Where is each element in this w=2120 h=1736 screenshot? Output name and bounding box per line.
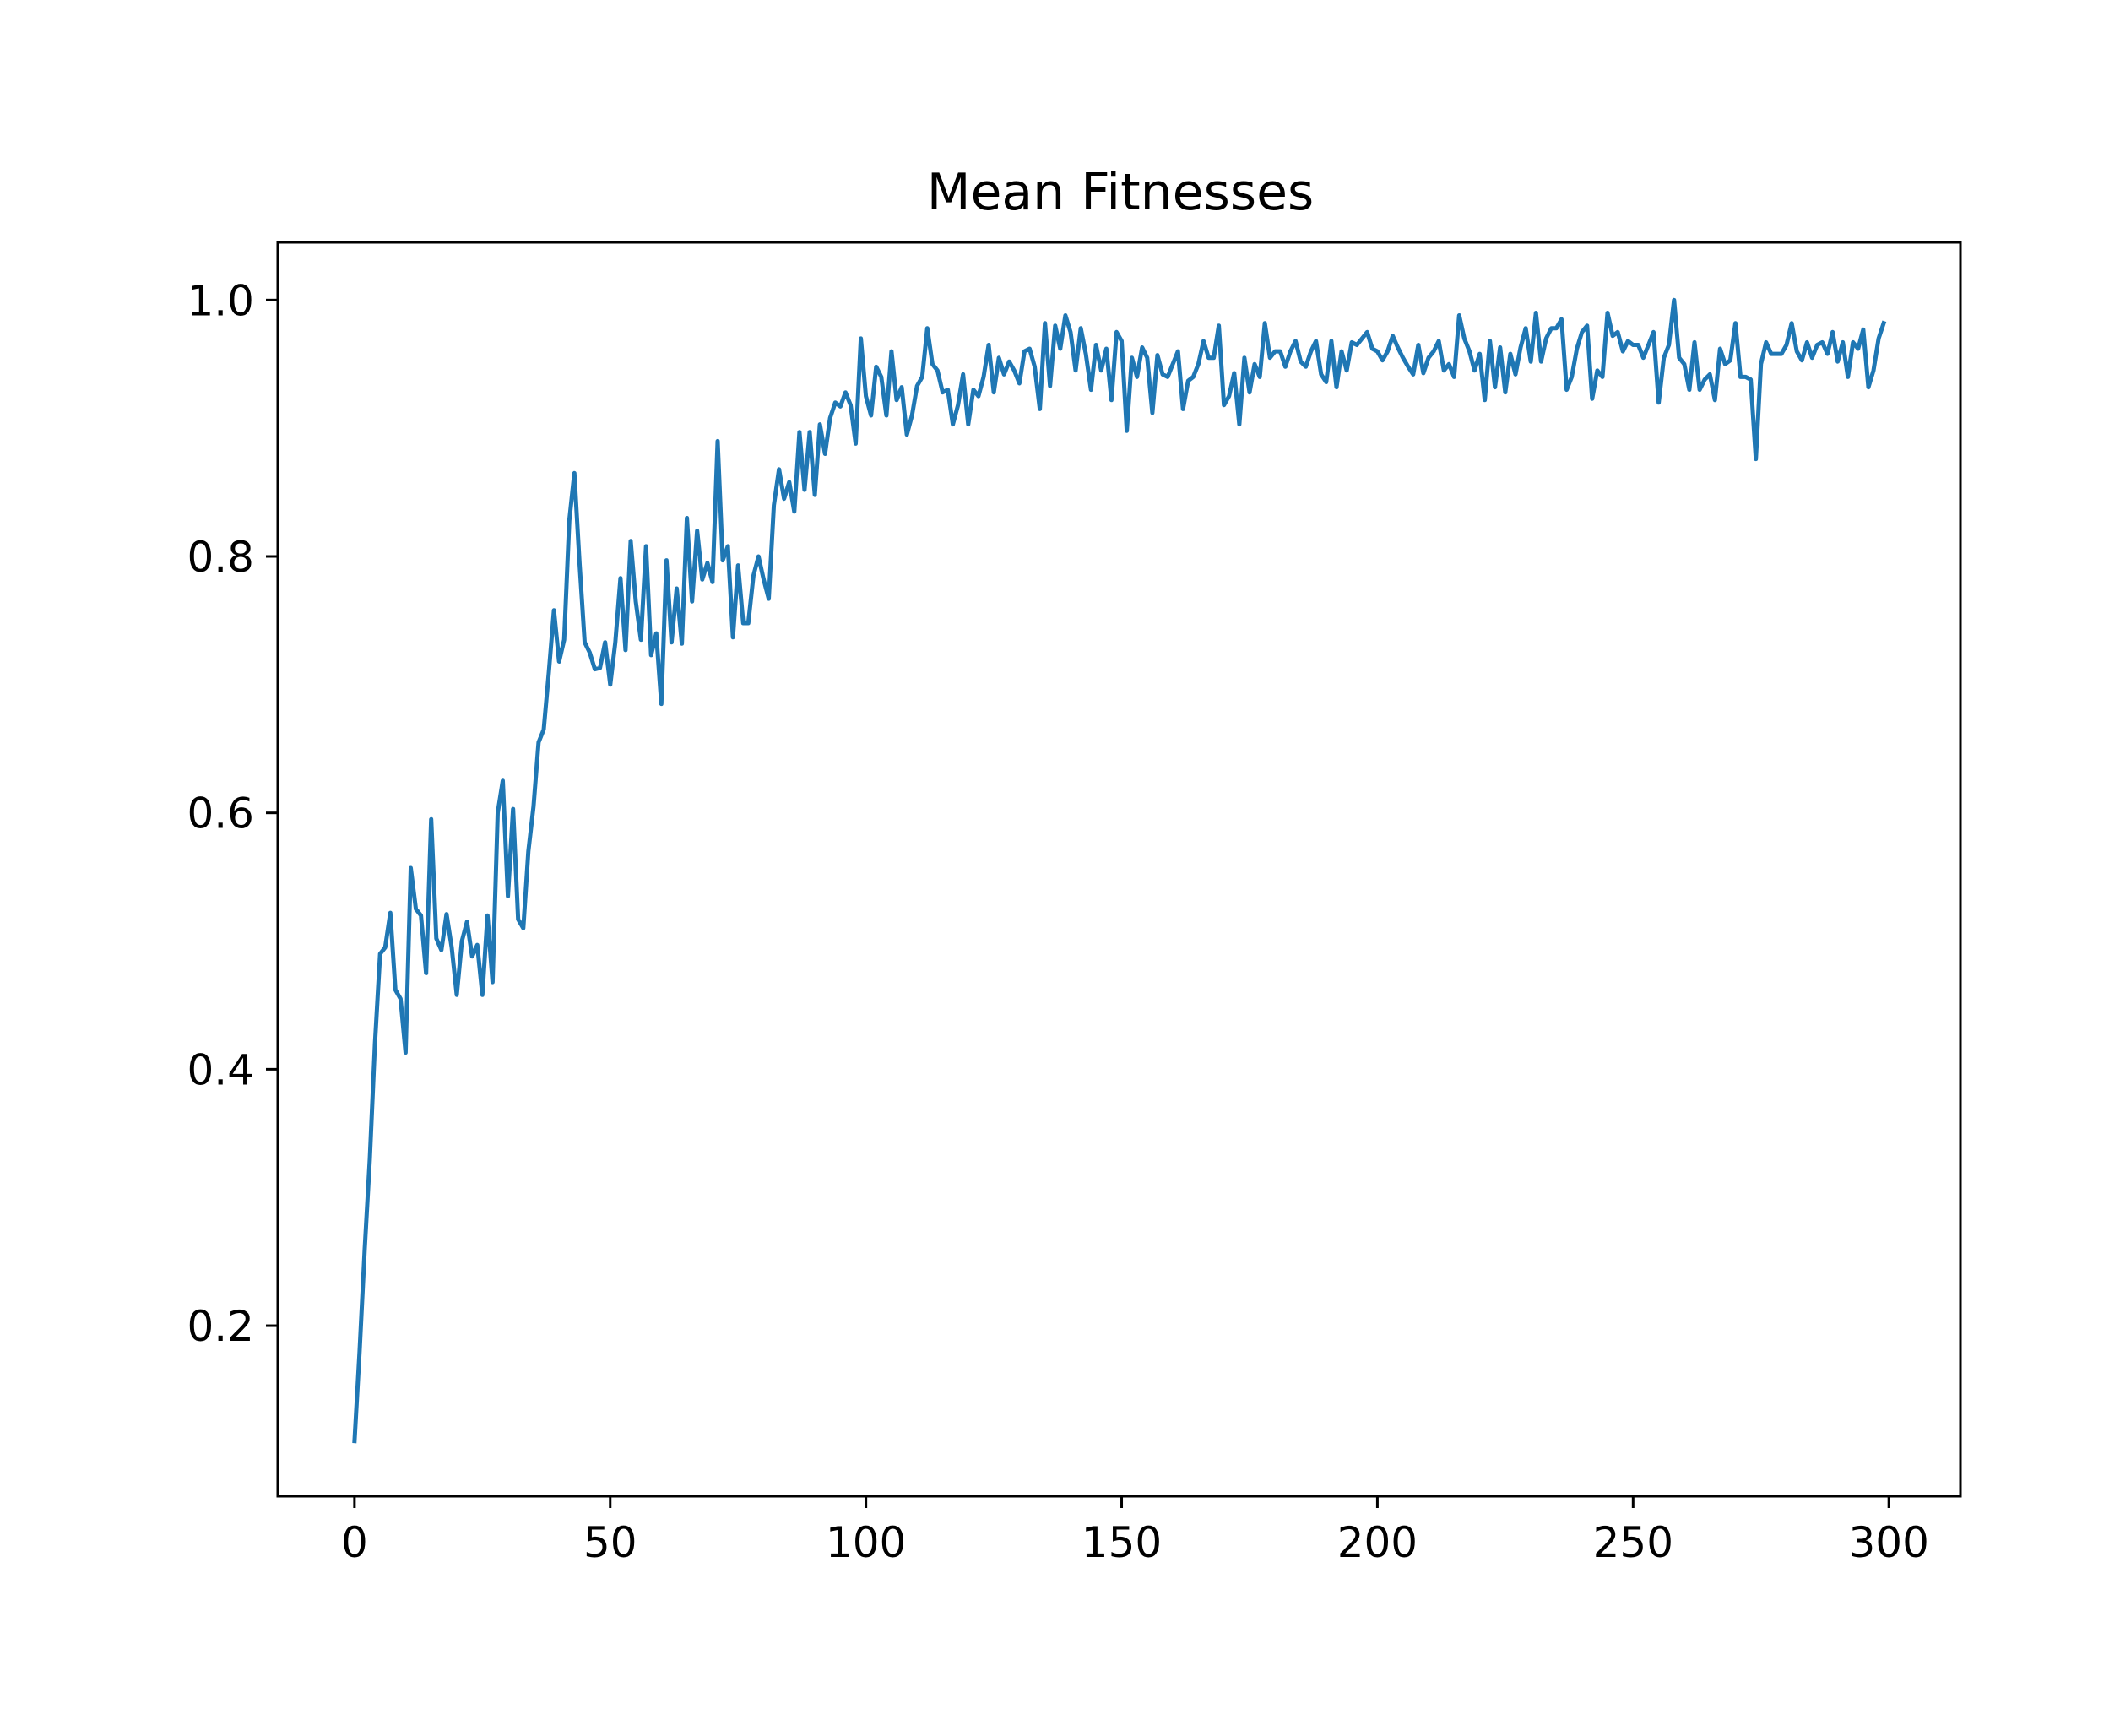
x-tick-label: 100 (826, 1518, 906, 1567)
x-tick-label: 250 (1593, 1518, 1673, 1567)
y-tick-label: 1.0 (187, 276, 254, 325)
axis-ticks: 0 50 100 150 200 250 300 0.2 0.4 0.6 0.8 1.0 (187, 276, 1928, 1567)
x-tick-label: 150 (1082, 1518, 1162, 1567)
series-line (352, 297, 1887, 1444)
x-tick-label: 200 (1337, 1518, 1418, 1567)
chart-title: Mean Fitnesses (927, 163, 1315, 222)
y-tick-label: 0.4 (187, 1045, 254, 1094)
x-tick-label: 300 (1848, 1518, 1928, 1567)
y-tick-label: 0.8 (187, 533, 254, 582)
x-tick-label: 0 (341, 1518, 368, 1567)
plot-frame (276, 241, 1962, 1498)
y-tick-label: 0.2 (187, 1302, 254, 1351)
y-tick-label: 0.6 (187, 789, 254, 838)
x-tick-label: 50 (583, 1518, 637, 1567)
